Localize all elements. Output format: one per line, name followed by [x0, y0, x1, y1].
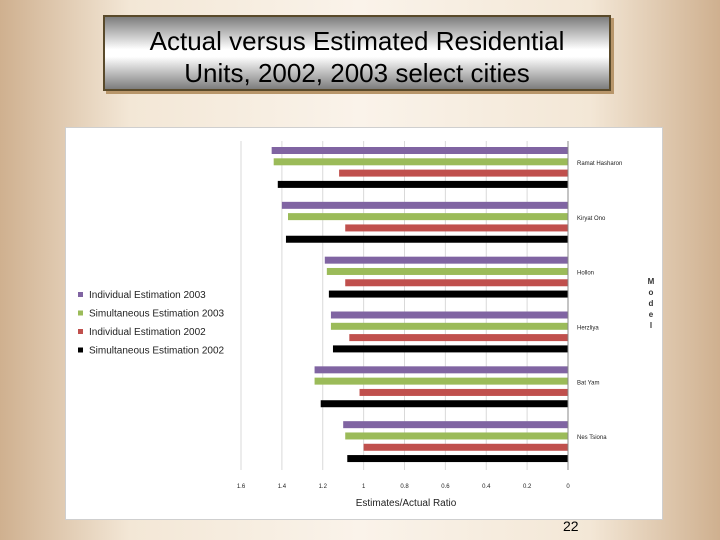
x-tick-label: 1.6: [237, 484, 246, 490]
bar-2-0: [339, 169, 568, 177]
x-tick-label: 1: [362, 484, 366, 490]
category-label: Kiryat Ono: [577, 216, 606, 222]
legend-label: Individual Estimation 2003: [89, 290, 206, 301]
slide-title-line-2: Units, 2002, 2003 select cities: [184, 58, 530, 88]
legend-label: Individual Estimation 2002: [89, 327, 206, 338]
vertical-label-letter: e: [649, 310, 654, 319]
bar-3-2: [328, 290, 568, 298]
slide-title-box: Actual versus Estimated Residential Unit…: [103, 15, 611, 91]
bar-0-0: [271, 147, 568, 154]
bar-1-2: [326, 267, 568, 275]
x-tick-label: 0.8: [400, 484, 409, 490]
bar-0-4: [314, 366, 568, 374]
category-label: Hollon: [577, 271, 594, 277]
bar-1-5: [345, 432, 568, 440]
bar-1-0: [273, 158, 568, 166]
legend-swatch: [78, 292, 83, 297]
legend-swatch: [78, 329, 83, 334]
x-tick-label: 0.2: [523, 484, 532, 490]
bar-1-4: [314, 377, 568, 385]
x-tick-label: 0: [566, 484, 570, 490]
bar-1-1: [288, 213, 568, 221]
x-tick-label: 0.4: [482, 484, 491, 490]
bar-2-2: [345, 279, 568, 287]
category-label: Ramat Hasharon: [577, 161, 622, 167]
legend-swatch: [78, 310, 83, 316]
x-tick-label: 0.6: [441, 484, 450, 490]
bar-3-3: [332, 345, 568, 353]
x-axis-title: Estimates/Actual Ratio: [356, 498, 457, 509]
chart-panel: Ramat Hasharon Kiryat Ono Hollon Herzliya Ba…: [65, 127, 663, 520]
bar-3-1: [285, 235, 568, 243]
legend-label: Simultaneous Estimation 2003: [89, 309, 225, 320]
slide-title-line-1: Actual versus Estimated Residential: [149, 26, 565, 56]
bar-3-0: [277, 180, 568, 188]
legend-swatch: [78, 347, 83, 353]
bar-2-3: [349, 334, 568, 342]
category-label: Nes Tsiona: [577, 435, 607, 441]
bar-2-1: [345, 224, 568, 232]
category-label: Bat Yam: [577, 380, 599, 386]
bar-0-5: [343, 421, 568, 429]
bar-0-1: [281, 201, 568, 209]
x-tick-label: 1.4: [278, 484, 287, 490]
bar-2-4: [359, 388, 568, 396]
bar-3-5: [347, 455, 568, 463]
x-tick-label: 1.2: [319, 484, 328, 490]
bar-0-2: [324, 256, 568, 264]
vertical-label-letter: d: [649, 299, 654, 308]
bar-2-5: [363, 443, 568, 451]
bar-0-3: [330, 311, 568, 319]
bar-chart: Ramat Hasharon Kiryat Ono Hollon Herzliya Ba…: [78, 141, 655, 509]
bar-1-3: [330, 322, 568, 330]
bar-3-4: [320, 400, 568, 408]
legend-label: Simultaneous Estimation 2002: [89, 346, 225, 357]
vertical-label-letter: o: [649, 288, 654, 297]
page-number: 22: [563, 518, 579, 534]
category-label: Herzliya: [577, 326, 599, 332]
vertical-label-letter: l: [650, 321, 652, 330]
vertical-label-letter: M: [648, 277, 655, 286]
